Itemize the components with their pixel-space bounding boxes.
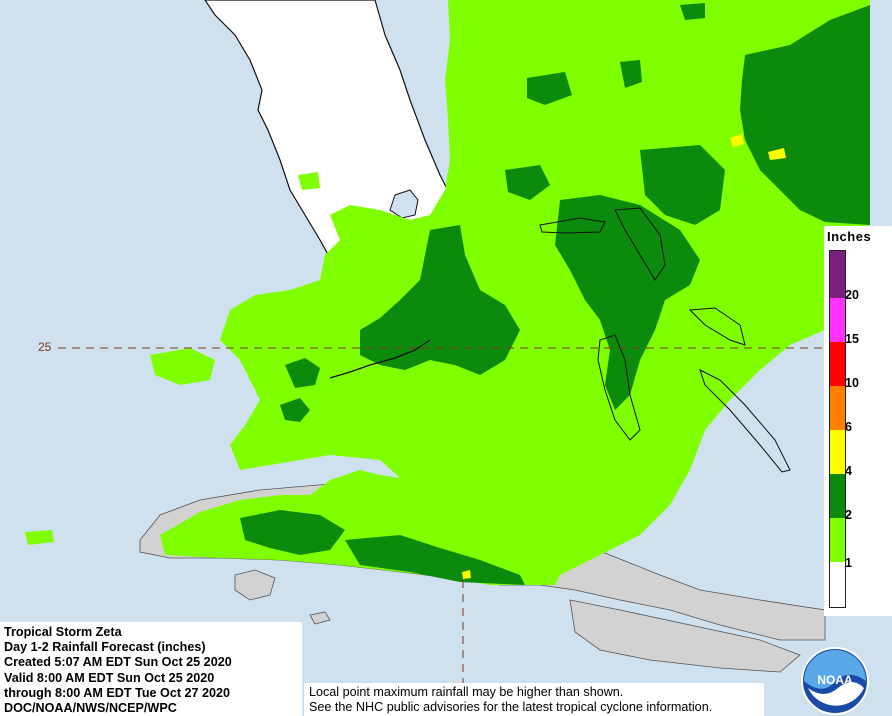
valid-time: Valid 8:00 AM EDT Sun Oct 25 2020 bbox=[4, 670, 215, 685]
rain-area-heavy-top-right bbox=[680, 3, 705, 20]
rain-area-max-3 bbox=[462, 570, 471, 579]
legend-label-20: 20 bbox=[845, 288, 859, 302]
legend-label-4: 4 bbox=[845, 464, 852, 478]
legend-label-10: 10 bbox=[845, 376, 859, 390]
legend-swatch-below-1 bbox=[829, 562, 846, 608]
rain-area-heavy-ne bbox=[740, 5, 870, 225]
legend-title: Inches bbox=[827, 229, 872, 244]
rain-area-heavy-florida bbox=[360, 225, 520, 375]
legend-swatch-above-20 bbox=[829, 250, 846, 298]
isle-of-youth bbox=[234, 569, 276, 601]
legend-label-6: 6 bbox=[845, 420, 852, 434]
legend-label-1: 1 bbox=[845, 556, 852, 570]
rain-area-heavy-west bbox=[285, 358, 320, 388]
storm-name: Tropical Storm Zeta bbox=[4, 625, 122, 639]
created-time: Created 5:07 AM EDT Sun Oct 25 2020 bbox=[4, 655, 232, 670]
disclaimer-line-2: See the NHC public advisories for the la… bbox=[309, 699, 713, 714]
legend-swatch-6-10 bbox=[829, 386, 846, 430]
rain-area-heavy-mid bbox=[640, 145, 725, 225]
noaa-logo-text: NOAA bbox=[817, 673, 853, 687]
legend-swatch-10-15 bbox=[829, 342, 846, 386]
legend-swatch-15-20 bbox=[829, 298, 846, 342]
rain-area-light-gulf bbox=[298, 172, 320, 190]
legend-swatch-1-2 bbox=[829, 518, 846, 562]
legend-swatch-2-4 bbox=[829, 474, 846, 518]
legend-label-2: 2 bbox=[845, 508, 852, 522]
rainfall-legend: Inches 20 15 10 6 4 2 1 bbox=[824, 226, 892, 616]
rain-area-heavy-cuba-east bbox=[345, 535, 525, 585]
exuma-islands bbox=[699, 369, 791, 473]
through-time: through 8:00 AM EDT Tue Oct 27 2020 bbox=[4, 685, 231, 700]
rain-area-heavy-cuba-west bbox=[240, 510, 345, 555]
rain-area-heavy-bahamas bbox=[555, 195, 700, 410]
rain-area-max-1 bbox=[730, 134, 744, 147]
rain-area-max-2 bbox=[768, 148, 786, 160]
rain-area-light-ne bbox=[710, 0, 760, 18]
rain-area-heavy-top bbox=[527, 72, 572, 105]
florida-keys bbox=[329, 339, 431, 379]
rain-area-heavy-gbi bbox=[505, 165, 550, 200]
noaa-logo-icon: NOAA bbox=[801, 647, 869, 715]
rain-area-heavy-south bbox=[280, 398, 310, 422]
lake-okeechobee bbox=[389, 189, 419, 219]
latitude-label: 25 bbox=[38, 340, 52, 354]
legend-swatch-4-6 bbox=[829, 430, 846, 474]
source-agency: DOC/NOAA/NWS/NCEP/WPC bbox=[4, 701, 177, 716]
abaco-island bbox=[614, 207, 666, 281]
legend-label-15: 15 bbox=[845, 332, 859, 346]
grand-bahama bbox=[539, 217, 606, 234]
disclaimer-line-1: Local point maximum rainfall may be high… bbox=[309, 685, 624, 699]
rain-area-heavy-small bbox=[620, 60, 642, 88]
disclaimer-box: Local point maximum rainfall may be high… bbox=[304, 683, 764, 716]
forecast-title: Day 1-2 Rainfall Forecast (inches) bbox=[4, 640, 206, 655]
rain-area-light-small bbox=[25, 530, 54, 545]
hispaniola-land bbox=[569, 599, 801, 673]
forecast-info-box: Tropical Storm Zeta Day 1-2 Rainfall For… bbox=[0, 622, 302, 716]
cayman-islands bbox=[309, 611, 331, 625]
rain-area-light-west bbox=[150, 348, 215, 385]
eleuthera-island bbox=[688, 307, 746, 346]
